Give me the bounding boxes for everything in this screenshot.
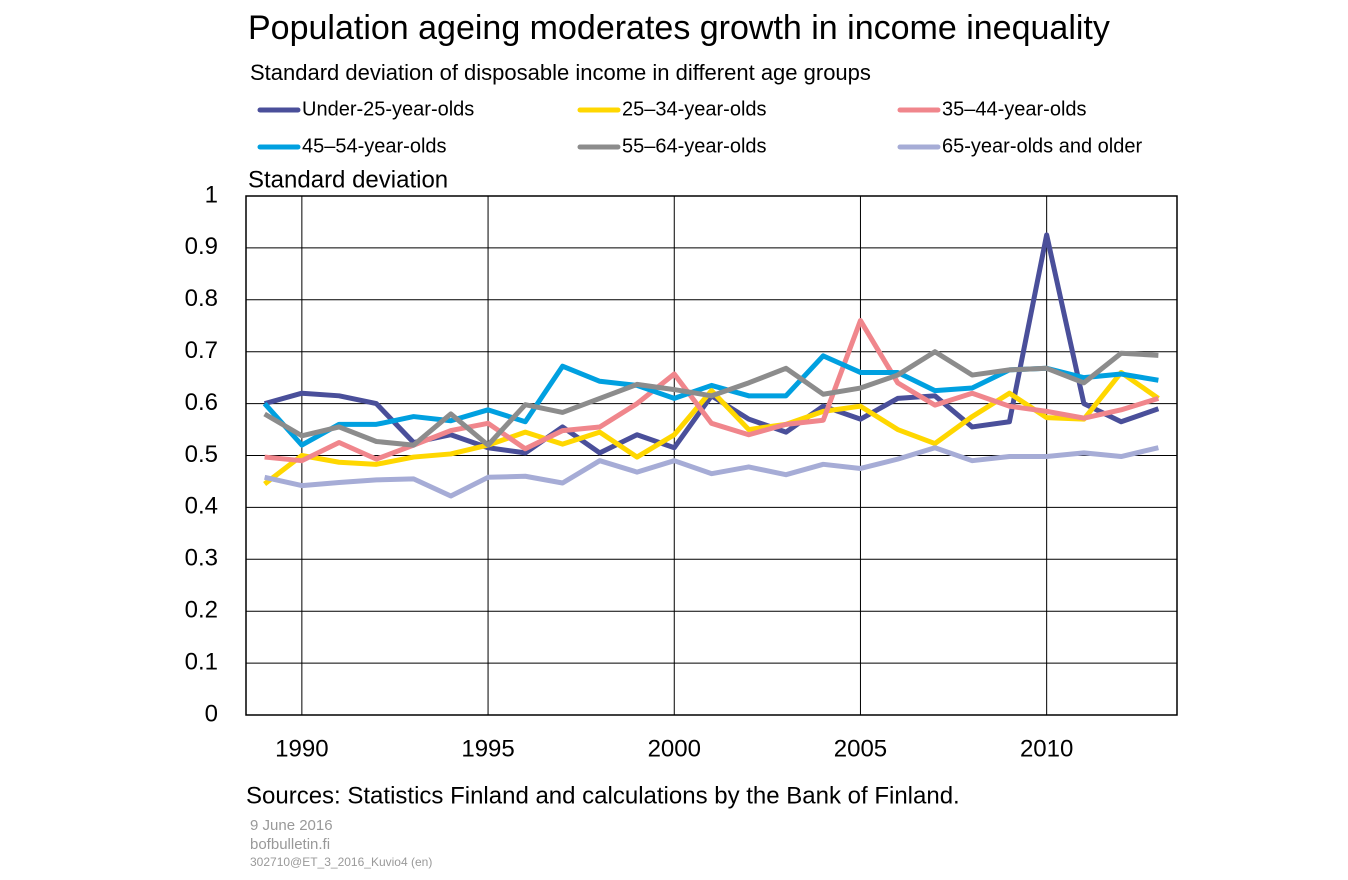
chart-title: Population ageing moderates growth in in… — [248, 9, 1110, 47]
y-tick-label: 0.9 — [185, 233, 218, 260]
chart-subtitle: Standard deviation of disposable income … — [250, 60, 871, 85]
y-tick-label: 0.2 — [185, 597, 218, 624]
series-line — [264, 445, 1159, 499]
y-tick-label: 0.3 — [185, 545, 218, 572]
legend-label: 25–34-year-olds — [622, 98, 767, 120]
footer-code: 302710@ET_3_2016_Kuvio4 (en) — [250, 855, 432, 869]
footer-date: 9 June 2016 — [250, 817, 333, 834]
x-tick-label: 2000 — [648, 735, 701, 762]
legend-label: Under-25-year-olds — [302, 98, 474, 120]
legend-label: 35–44-year-olds — [942, 98, 1087, 120]
y-axis-label: Standard deviation — [248, 166, 448, 193]
source: Sources: Statistics Finland and calculat… — [246, 782, 960, 809]
y-tick-label: 0.1 — [185, 648, 218, 675]
plot-frame — [245, 195, 1178, 716]
x-tick-label: 2010 — [1020, 735, 1073, 762]
y-tick-label: 0 — [205, 700, 218, 727]
y-tick-label: 0.5 — [185, 441, 218, 468]
y-tick-label: 0.8 — [185, 285, 218, 312]
y-tick-label: 0.4 — [185, 493, 218, 520]
x-tick-label: 1995 — [461, 735, 514, 762]
x-tick-label: 2005 — [834, 735, 887, 762]
y-tick-label: 0.7 — [185, 337, 218, 364]
footer-site: bofbulletin.fi — [250, 836, 330, 853]
series-line — [263, 369, 1160, 487]
series-line — [263, 349, 1159, 448]
y-tick-label: 1 — [205, 181, 218, 208]
x-tick-label: 1990 — [275, 735, 328, 762]
legend-label: 45–54-year-olds — [302, 135, 447, 157]
legend-label: 55–64-year-olds — [622, 135, 767, 157]
y-tick-label: 0.6 — [185, 389, 218, 416]
legend-label: 65-year-olds and older — [942, 135, 1142, 157]
